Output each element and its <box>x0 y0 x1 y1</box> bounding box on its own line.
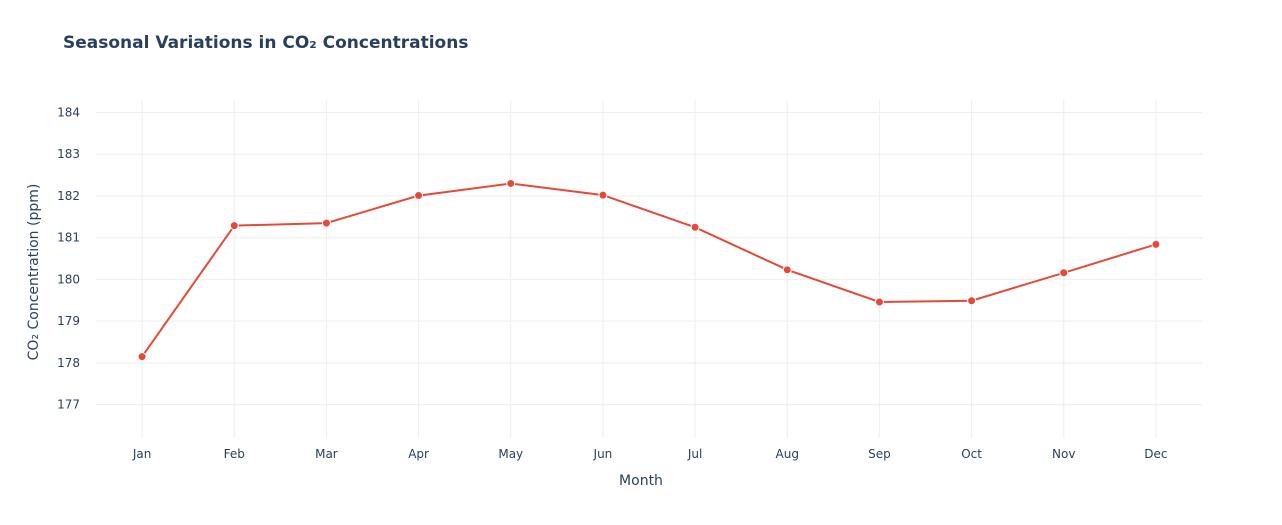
x-tick-label: Feb <box>224 447 245 461</box>
x-axis-ticks: Jan Feb Mar Apr May Jun Jul Aug Sep Oct Nov Dec <box>132 447 1168 461</box>
x-tick-label: Jun <box>593 447 613 461</box>
data-point-nov[interactable] <box>1059 268 1069 278</box>
data-point-sep[interactable] <box>874 297 884 307</box>
x-tick-label: Jan <box>132 447 152 461</box>
x-tick-label: Aug <box>776 447 799 461</box>
x-axis-title: Month <box>619 473 663 489</box>
x-tick-label: Dec <box>1144 447 1167 461</box>
data-point-feb[interactable] <box>229 221 239 231</box>
data-point-jul[interactable] <box>690 222 700 232</box>
y-tick-label: 181 <box>57 231 80 245</box>
chart-title: Seasonal Variations in CO₂ Concentration… <box>63 33 469 53</box>
y-tick-label: 179 <box>57 314 80 328</box>
y-tick-label: 184 <box>57 106 80 120</box>
y-tick-label: 183 <box>57 147 80 161</box>
x-tick-label: Nov <box>1052 447 1075 461</box>
y-tick-label: 180 <box>57 272 80 286</box>
x-tick-label: Sep <box>868 447 891 461</box>
data-point-oct[interactable] <box>967 296 977 306</box>
data-point-apr[interactable] <box>414 191 424 201</box>
data-point-mar[interactable] <box>321 218 331 228</box>
series-line <box>141 182 1157 358</box>
x-tick-label: Oct <box>961 447 982 461</box>
y-tick-label: 178 <box>57 356 80 370</box>
data-point-jan[interactable] <box>137 352 147 362</box>
data-point-aug[interactable] <box>782 265 792 275</box>
data-point-may[interactable] <box>506 178 516 188</box>
data-points <box>137 178 1161 362</box>
x-tick-label: Apr <box>408 447 429 461</box>
y-tick-label: 177 <box>57 398 80 412</box>
x-tick-label: Mar <box>315 447 338 461</box>
x-tick-label: May <box>498 447 523 461</box>
y-axis-title: CO₂ Concentration (ppm) <box>26 184 42 361</box>
data-point-dec[interactable] <box>1151 239 1161 249</box>
data-point-jun[interactable] <box>598 190 608 200</box>
y-tick-label: 182 <box>57 189 80 203</box>
grid-lines <box>96 100 1202 438</box>
x-tick-label: Jul <box>687 447 702 461</box>
y-axis-ticks: 177 178 179 180 181 182 183 184 <box>57 106 80 412</box>
